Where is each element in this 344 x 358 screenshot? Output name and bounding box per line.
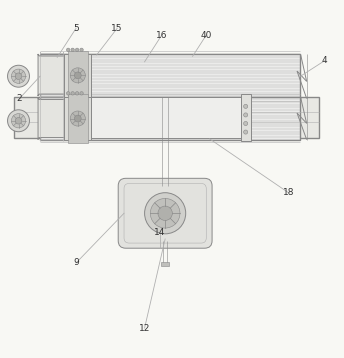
Circle shape: [11, 69, 26, 83]
Circle shape: [8, 110, 30, 132]
Bar: [64, 54, 92, 97]
FancyBboxPatch shape: [38, 54, 66, 96]
Text: 12: 12: [139, 324, 150, 333]
Circle shape: [75, 92, 79, 95]
Text: 15: 15: [111, 24, 123, 33]
Text: 16: 16: [156, 30, 168, 40]
Circle shape: [71, 48, 74, 52]
Text: 14: 14: [154, 228, 166, 237]
Bar: [40, 97, 300, 140]
Bar: [64, 97, 92, 140]
Circle shape: [144, 193, 186, 234]
Circle shape: [80, 92, 83, 95]
Circle shape: [15, 117, 22, 124]
Circle shape: [71, 92, 74, 95]
Circle shape: [244, 113, 248, 117]
Text: 40: 40: [201, 30, 212, 40]
Text: 9: 9: [73, 258, 79, 267]
Circle shape: [80, 48, 83, 52]
FancyBboxPatch shape: [38, 97, 66, 140]
Circle shape: [244, 130, 248, 134]
Text: 5: 5: [73, 24, 79, 33]
Circle shape: [244, 121, 248, 126]
Circle shape: [15, 73, 22, 79]
Bar: [14, 97, 319, 138]
Circle shape: [11, 113, 26, 128]
Circle shape: [158, 206, 172, 221]
FancyBboxPatch shape: [118, 178, 212, 248]
Circle shape: [244, 104, 248, 108]
Text: 2: 2: [17, 94, 22, 103]
Bar: [67, 50, 88, 100]
Circle shape: [66, 92, 70, 95]
Circle shape: [75, 48, 79, 52]
Bar: [92, 97, 240, 138]
Text: 18: 18: [283, 188, 294, 197]
Circle shape: [74, 115, 81, 122]
Circle shape: [74, 72, 81, 79]
Bar: [67, 94, 88, 143]
Circle shape: [70, 68, 85, 83]
Bar: [40, 54, 300, 98]
Bar: [161, 262, 169, 266]
Circle shape: [150, 198, 180, 228]
Bar: [240, 94, 251, 141]
Circle shape: [66, 48, 70, 52]
Text: 4: 4: [322, 56, 327, 65]
Circle shape: [70, 111, 85, 126]
Bar: [40, 97, 300, 140]
Bar: [40, 54, 300, 98]
Circle shape: [8, 65, 30, 87]
